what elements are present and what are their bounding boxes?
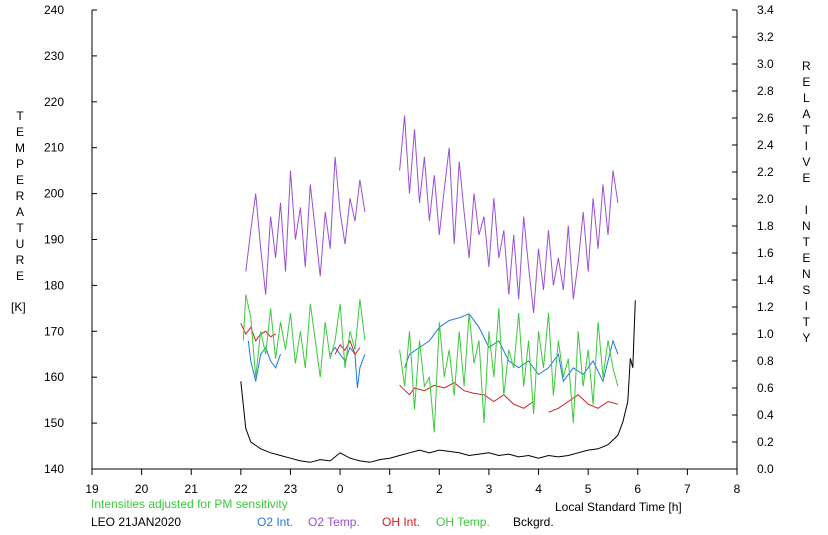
left-tick-label: 220 [44,95,64,109]
axis-title-letter: N [802,267,811,281]
axis-title-letter: E [802,251,811,265]
axis-title-letter [805,186,808,202]
axis-title-letter: T [802,315,810,329]
x-tick-label: 3 [486,482,493,496]
axis-title-letter: V [802,155,811,169]
right-tick-label: 0.6 [757,381,774,395]
axis-title-letter: A [802,107,811,121]
axis-title-letter: E [802,75,811,89]
axis-title-letter: Y [802,331,811,345]
left-tick-label: 160 [44,370,64,384]
x-tick-label: 19 [85,482,99,496]
left-axis-unit: [K] [11,300,26,314]
axis-title-letter: P [15,157,24,171]
axis-title-letter: R [15,189,25,203]
legend-item-o2-temp: O2 Temp. [308,515,360,529]
x-tick-label: 8 [734,482,741,496]
series-line-o2-int [247,340,281,382]
series-line-oh-int [548,394,619,413]
right-tick-label: 0.8 [757,354,774,368]
series-line-o2-temp [399,115,619,313]
series-line-oh-temp [242,294,366,378]
axis-title-letter: E [15,173,24,187]
right-tick-label: 2.2 [757,165,774,179]
x-axis-title: Local Standard Time [h] [555,500,682,514]
axis-title-letter: E [15,125,24,139]
axis-title-letter: E [802,171,811,185]
right-tick-label: 1.6 [757,246,774,260]
legend-item-bckgrd: Bckgrd. [513,515,554,529]
right-tick-label: 2.8 [757,84,774,98]
axis-title-letter: R [802,59,811,73]
x-tick-label: 22 [234,482,248,496]
x-tick-label: 1 [386,482,393,496]
series-line-oh-int [399,381,534,409]
right-tick-label: 0.4 [757,408,774,422]
axis-title-letter: U [15,237,25,251]
axis-title-letter: M [15,141,25,155]
right-tick-label: 3.0 [757,57,774,71]
x-tick-label: 20 [135,482,149,496]
axis-title-letter: S [802,283,811,297]
legend-item-oh-temp: OH Temp. [436,515,490,529]
series-line-oh-int [240,322,276,342]
right-tick-label: 1.0 [757,327,774,341]
right-tick-label: 0.2 [757,435,774,449]
series-line-o2-int [329,346,366,389]
station-date-label: LEO 21JAN2020 [91,515,182,529]
series-line-o2-temp [245,156,366,295]
right-tick-label: 1.4 [757,273,774,287]
right-tick-label: 2.6 [757,111,774,125]
axis-title-letter: I [804,139,808,153]
x-tick-label: 21 [185,482,199,496]
left-tick-label: 240 [44,3,64,17]
left-tick-label: 230 [44,49,64,63]
x-tick-label: 2 [436,482,443,496]
left-tick-label: 210 [44,141,64,155]
legend-item-o2-int: O2 Int. [257,515,294,529]
series-line-bckgrd [240,300,636,463]
axis-title-letter: T [16,221,24,235]
right-tick-label: 1.2 [757,300,774,314]
x-tick-label: 7 [684,482,691,496]
x-tick-label: 5 [585,482,592,496]
left-tick-label: 170 [44,324,64,338]
axis-title-letter: L [802,91,810,105]
x-tick-label: 6 [634,482,641,496]
axis-title-letter: T [802,123,810,137]
left-tick-label: 150 [44,416,64,430]
x-tick-label: 0 [337,482,344,496]
right-tick-label: 2.0 [757,192,774,206]
axis-title-letter: N [802,219,811,233]
right-tick-label: 0.0 [757,462,774,476]
left-tick-label: 190 [44,233,64,247]
axis-title-letter: T [802,235,810,249]
sensitivity-note: Intensities adjusted for PM sensitivity [91,497,288,511]
axis-title-letter: R [15,253,25,267]
axis-title-letter: A [15,205,24,219]
right-tick-label: 3.2 [757,30,774,44]
x-tick-label: 4 [535,482,542,496]
legend-item-oh-int: OH Int. [382,515,421,529]
axis-title-letter: T [16,109,24,123]
series-line-oh-int [334,339,361,356]
right-tick-label: 2.4 [757,138,774,152]
series-line-oh-temp [399,308,619,433]
left-tick-label: 200 [44,187,64,201]
axis-title-letter: I [804,203,808,217]
axis-title-letter: I [804,299,808,313]
right-tick-label: 3.4 [757,3,774,17]
left-tick-label: 140 [44,462,64,476]
left-tick-label: 180 [44,278,64,292]
right-tick-label: 1.8 [757,219,774,233]
axis-title-letter: E [15,269,24,283]
x-tick-label: 23 [284,482,298,496]
